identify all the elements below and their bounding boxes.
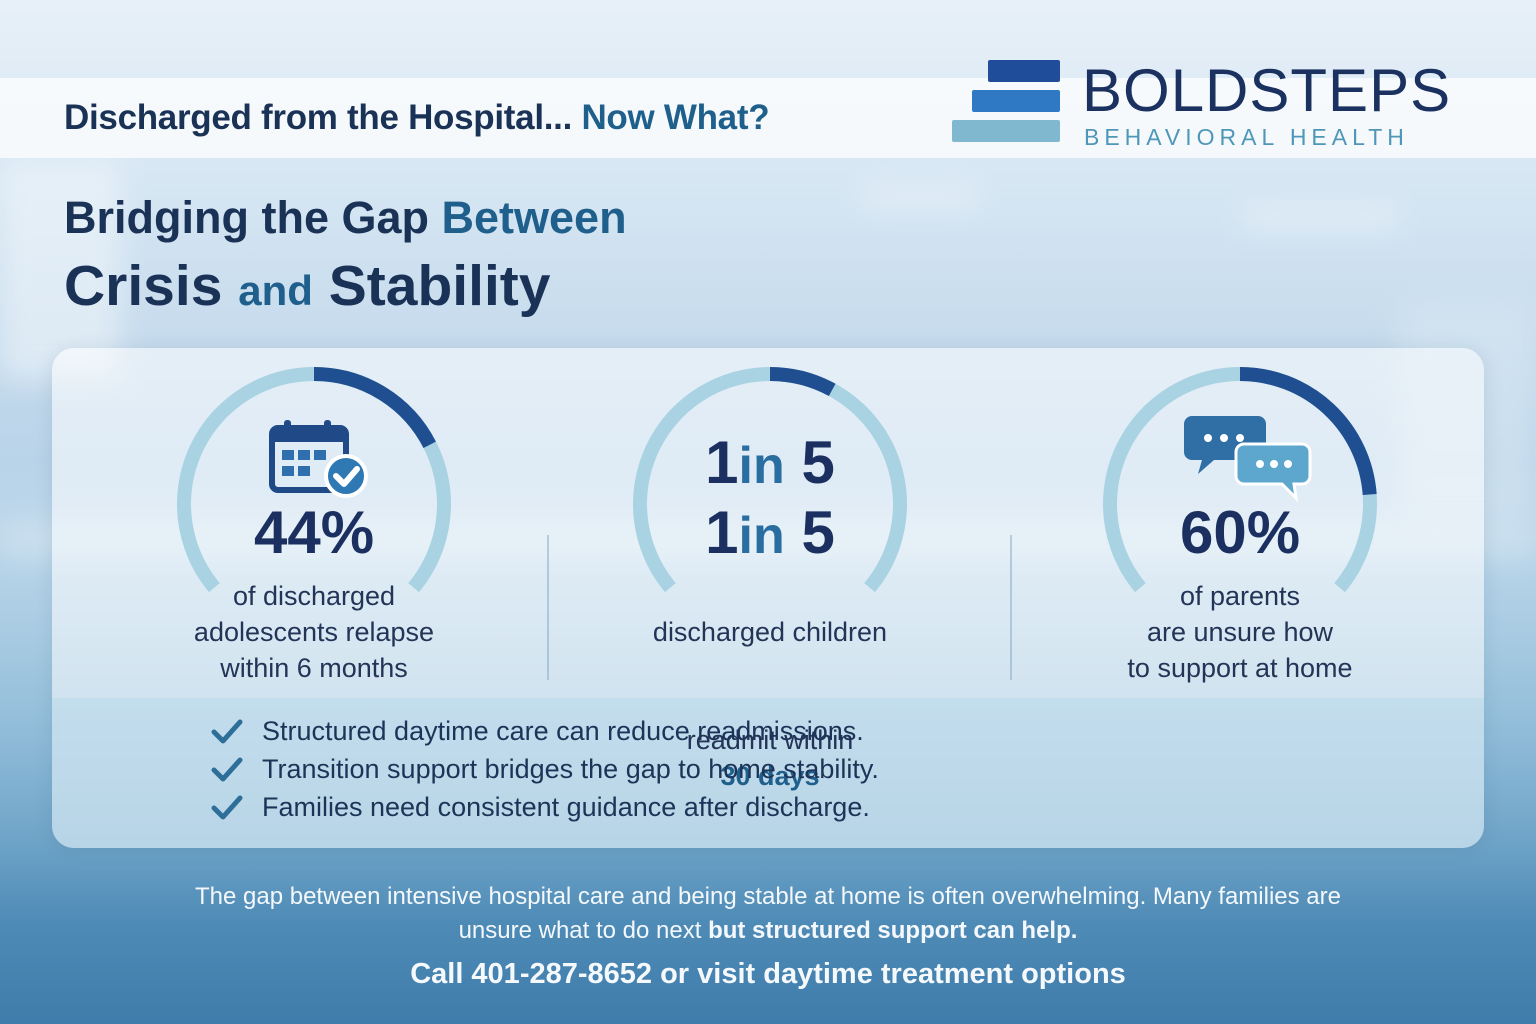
stat-value-line-1: 1in 5	[580, 428, 960, 497]
calendar-check-icon	[269, 420, 368, 498]
stat-value: 60%	[1179, 499, 1301, 566]
checklist-band	[52, 698, 1484, 848]
headline-crisis: Crisis	[64, 254, 223, 318]
stat-value-num: 1	[705, 429, 739, 496]
logo-subtitle: BEHAVIORAL HEALTH	[1084, 124, 1409, 150]
headline-line-2: Crisis and Stability	[64, 246, 627, 331]
check-icon	[211, 795, 243, 820]
bg-light-2	[860, 190, 980, 204]
header-title-accent: Now What?	[581, 98, 770, 137]
stat-value-line-2: 1in 5	[580, 498, 960, 567]
logo-step-mid	[972, 90, 1060, 112]
ring-fill	[769, 367, 836, 397]
checklist-item: Structured daytime care can reduce readm…	[210, 712, 879, 750]
ring-track	[1103, 367, 1377, 593]
logo-steps-icon	[952, 60, 1062, 148]
logo-step-bottom	[952, 120, 1060, 142]
stat-value-den: 5	[801, 499, 835, 566]
progress-ring	[177, 367, 451, 593]
progress-ring	[1103, 367, 1377, 593]
stat-description-line-2: readmit within 30 days	[580, 686, 960, 794]
stat-description-text: readmit within	[686, 725, 854, 755]
checklist-item: Transition support bridges the gap to ho…	[210, 750, 879, 788]
header-title-main: Discharged from the Hospital...	[64, 98, 573, 137]
footer-line2-b: but structured support can help.	[708, 917, 1078, 944]
checklist-item: Families need consistent guidance after …	[210, 788, 879, 826]
divider-1	[547, 535, 549, 680]
stat-value: 44%	[253, 499, 375, 566]
checklist: Structured daytime care can reduce readm…	[210, 712, 879, 826]
ring-fill	[1239, 367, 1377, 496]
headline-line-1: Bridging the Gap Between	[64, 190, 627, 246]
stat-value-in: in	[738, 437, 785, 495]
progress-ring	[633, 367, 907, 593]
bg-light-3	[1240, 210, 1400, 224]
bg-light-1	[0, 160, 120, 380]
stat-value-num: 1	[705, 499, 739, 566]
stat-description: of parents are unsure how to support at …	[1127, 581, 1353, 683]
header-band	[0, 78, 1536, 158]
check-icon	[211, 757, 243, 782]
stat-card-parents: 60% of parents are unsure how to support…	[1050, 366, 1430, 696]
headline-and: and	[238, 267, 313, 314]
stat-value-den: 5	[801, 429, 835, 496]
headline: Bridging the Gap Between Crisis and Stab…	[64, 190, 627, 331]
stat-card-readmit: 1in 5 1in 5 discharged children readmit …	[580, 366, 960, 791]
footer-line-1: The gap between intensive hospital care …	[195, 883, 1341, 910]
check-icon	[211, 719, 243, 744]
stat-value-in: in	[738, 507, 785, 565]
header-title: Discharged from the Hospital... Now What…	[64, 98, 770, 138]
stat-description: discharged children readmit within 30 da…	[580, 578, 960, 830]
divider-2	[1010, 535, 1012, 680]
logo-name: BOLDSTEPS	[1082, 57, 1452, 124]
stat-description-line-1: discharged children	[652, 617, 888, 647]
checklist-text: Families need consistent guidance after …	[262, 791, 870, 822]
footer-line-2: unsure what to do next but structured su…	[0, 914, 1536, 948]
stat-card-relapse: 44% of discharged adolescents relapse wi…	[124, 366, 504, 696]
footer-line2-a: unsure what to do next	[458, 917, 702, 944]
checklist-text: Structured daytime care can reduce readm…	[262, 715, 864, 746]
stat-description-highlight: 30 days	[720, 761, 820, 791]
call-to-action[interactable]: Call 401-287-8652 or visit daytime treat…	[410, 958, 1126, 990]
headline-stability: Stability	[328, 254, 551, 318]
footer-text: The gap between intensive hospital care …	[0, 880, 1536, 948]
checklist-text: Transition support bridges the gap to ho…	[262, 753, 879, 784]
headline-line1-accent: Between	[441, 192, 627, 243]
ring-fill	[313, 367, 436, 449]
stat-description: of discharged adolescents relapse within…	[193, 581, 435, 683]
headline-line1-main: Bridging the Gap	[64, 192, 429, 243]
chat-bubbles-icon	[1184, 416, 1312, 502]
logo-step-top	[988, 60, 1060, 82]
